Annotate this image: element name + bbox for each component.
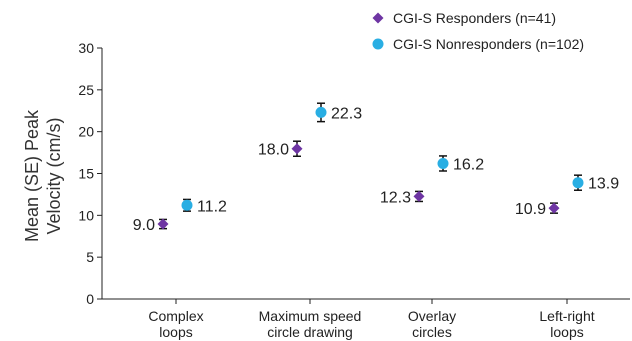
nonresponder-point	[572, 177, 584, 189]
y-tick-label: 0	[86, 291, 94, 307]
responder-point	[157, 218, 169, 230]
nonresponder-point	[437, 157, 449, 169]
x-category-label: Complex	[148, 308, 203, 324]
y-tick-label: 30	[78, 40, 94, 56]
y-tick-label: 5	[86, 249, 94, 265]
y-axis: 0 5 10 15 20 25 30	[78, 40, 103, 307]
data-label: 11.2	[197, 198, 227, 215]
data-label: 13.9	[588, 176, 619, 193]
x-category-label: loops	[159, 324, 192, 340]
x-category-label: Overlay	[408, 308, 456, 324]
y-tick-label: 20	[78, 124, 94, 140]
x-category-label: loops	[550, 324, 583, 340]
legend-label: CGI-S Responders (n=41)	[393, 10, 556, 26]
data-label: 10.9	[515, 201, 546, 218]
y-axis-label: Mean (SE) Peak Velocity (cm/s)	[22, 109, 64, 242]
responder-point	[291, 143, 303, 155]
y-tick-label: 25	[78, 82, 94, 98]
y-tick-label: 15	[78, 166, 94, 182]
data-label: 12.3	[380, 189, 411, 206]
x-category-label: Left-right	[539, 308, 594, 324]
legend-nonresponders-marker	[372, 38, 384, 50]
legend-responders-marker	[372, 12, 384, 24]
nonresponder-point	[315, 106, 327, 118]
x-category-label: circles	[412, 324, 452, 340]
responder-point	[548, 202, 560, 214]
y-axis-title-line: Velocity (cm/s)	[44, 117, 64, 234]
legend: CGI-S Responders (n=41) CGI-S Nonresponde…	[372, 10, 584, 52]
legend-label: CGI-S Nonresponders (n=102)	[393, 36, 584, 52]
responder-point	[413, 190, 425, 202]
data-label: 9.0	[133, 217, 155, 234]
x-category-label: circle drawing	[267, 324, 353, 340]
data-marks: 9.0 18.0 12.3 10.9 11.2 22.3 16.2 13.9	[133, 102, 619, 234]
x-category-label: Maximum speed	[259, 308, 362, 324]
y-axis-title-line: Mean (SE) Peak	[22, 109, 42, 242]
data-label: 18.0	[258, 142, 289, 159]
data-label: 22.3	[331, 105, 362, 122]
data-label: 16.2	[453, 156, 484, 173]
y-tick-label: 10	[78, 207, 94, 223]
nonresponder-point	[181, 199, 193, 211]
